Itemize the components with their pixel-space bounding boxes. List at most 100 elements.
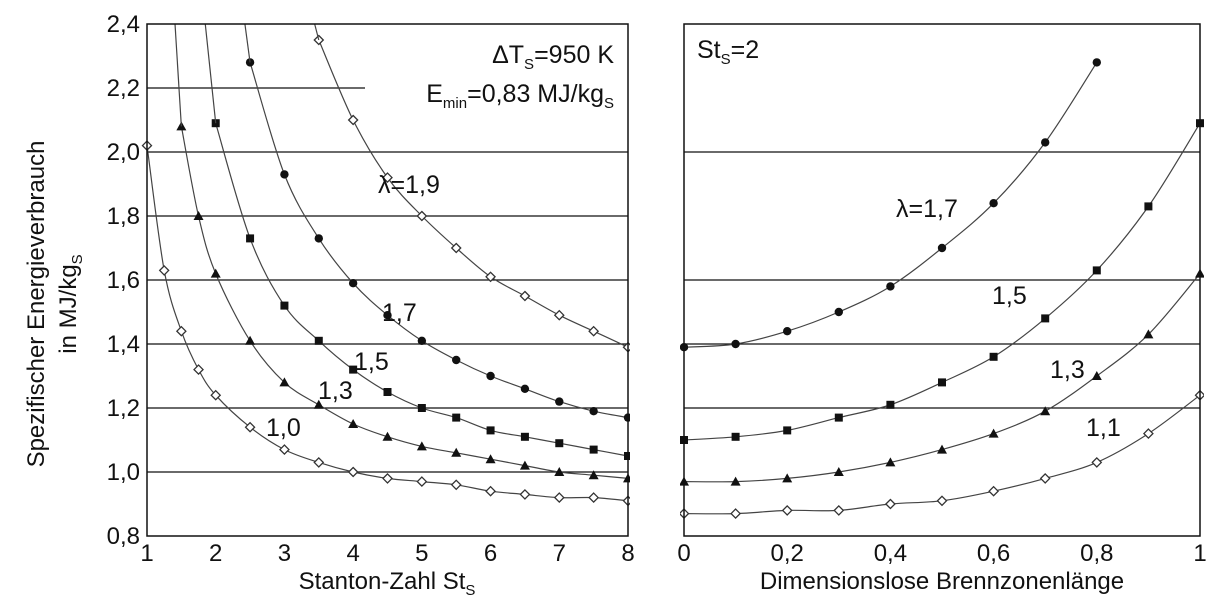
series-1 <box>245 58 630 422</box>
data-point <box>520 432 529 441</box>
series-line <box>683 122 1201 441</box>
data-point <box>730 476 741 486</box>
data-point <box>382 172 393 184</box>
y-axis-label-line1: Spezifischer Energieverbrauch <box>23 141 50 468</box>
data-point <box>452 413 461 422</box>
data-point <box>244 421 256 433</box>
data-point <box>833 504 845 516</box>
data-point <box>519 488 531 500</box>
data-point <box>210 389 222 401</box>
data-point <box>314 336 323 345</box>
right-panel: 0 0,2 0,4 0,6 0,8 1 Dimensionslose Brennzonen… <box>677 23 1207 595</box>
right-grid-lines <box>684 151 1200 409</box>
data-point <box>886 400 895 409</box>
data-point <box>279 444 290 456</box>
x-tick-label: 6 <box>484 540 497 567</box>
series-line <box>683 62 1098 348</box>
data-point <box>555 439 564 448</box>
data-point <box>555 397 564 406</box>
right-curve-label-17: λ=1,7 <box>896 195 958 223</box>
data-point <box>589 407 598 416</box>
data-point <box>885 457 896 467</box>
left-curve-label-17: 1,7 <box>382 299 417 327</box>
x-tick-label: 2 <box>209 540 222 567</box>
right-x-axis-label: Dimensionslose Brennzonenlänge <box>760 568 1124 595</box>
y-tick-label: 0,8 <box>107 523 140 550</box>
curve-extension <box>244 24 251 63</box>
right-curve-label-11: 1,1 <box>1086 414 1121 442</box>
y-axis-label-line2: in MJ/kgS <box>55 254 86 353</box>
data-point <box>383 311 392 320</box>
annotation-e-min: Emin=0,83 MJ/kgS <box>426 80 614 112</box>
data-point <box>833 467 844 476</box>
data-point <box>781 504 793 516</box>
data-point <box>989 352 998 361</box>
data-point <box>553 492 565 504</box>
data-point <box>450 479 462 491</box>
data-point <box>313 456 325 468</box>
data-point <box>280 301 289 310</box>
y-tick-label: 2,0 <box>107 139 140 166</box>
left-series-group <box>141 24 630 507</box>
x-tick-label: 0 <box>677 540 690 567</box>
data-point <box>936 495 948 507</box>
data-point <box>452 355 461 365</box>
data-point <box>1144 202 1153 211</box>
x-tick-label: 7 <box>553 540 566 567</box>
data-point <box>486 426 495 435</box>
data-point <box>834 413 843 422</box>
y-tick-label: 1,0 <box>107 459 140 486</box>
right-curve-label-15: 1,5 <box>992 282 1027 310</box>
data-point <box>938 378 946 387</box>
curve-extension <box>204 24 217 124</box>
data-point <box>416 210 428 222</box>
data-point <box>348 419 359 428</box>
data-point <box>347 466 359 478</box>
annotation-st: StS=2 <box>697 36 759 68</box>
svg-text:Spezifischer Energieverbrauch: Spezifischer Energieverbrauch <box>23 141 50 468</box>
data-point <box>588 492 600 504</box>
data-point <box>1041 138 1050 147</box>
x-tick-label: 8 <box>621 540 634 567</box>
data-point <box>624 452 630 460</box>
data-point <box>210 268 221 278</box>
data-point <box>937 444 947 454</box>
data-point <box>279 377 290 387</box>
x-tick-label: 0,2 <box>771 540 804 567</box>
data-point <box>589 445 598 454</box>
x-tick-label: 0,8 <box>1080 540 1113 567</box>
data-point <box>1091 371 1102 380</box>
data-point <box>1091 456 1103 468</box>
curve-extension <box>174 24 182 127</box>
right-series-group <box>680 58 1204 520</box>
data-point <box>519 290 531 302</box>
left-x-ticks: 1 2 3 4 5 6 7 8 <box>140 540 634 567</box>
data-point <box>348 279 358 288</box>
data-point <box>417 336 427 345</box>
data-point <box>731 339 740 349</box>
left-panel: 1 2 3 4 5 6 7 8 Stanton-Zahl StS ΔTS=950 K Emin… <box>140 23 635 599</box>
data-point <box>1040 406 1051 416</box>
data-point <box>730 508 742 520</box>
y-axis-ticks: 0,8 1,0 1,2 1,4 1,6 1,8 2,0 2,2 2,4 <box>107 11 140 550</box>
data-point <box>485 454 496 464</box>
x-tick-label: 0,4 <box>874 540 907 567</box>
left-curve-label-13: 1,3 <box>318 377 353 405</box>
data-point <box>588 325 600 337</box>
data-point <box>1041 314 1050 323</box>
data-point <box>347 114 359 126</box>
data-point <box>519 460 530 470</box>
data-point <box>783 426 792 435</box>
data-point <box>937 243 947 253</box>
data-point <box>314 234 323 243</box>
data-point <box>1142 428 1154 440</box>
data-point <box>884 498 896 510</box>
data-point <box>1092 266 1101 275</box>
annotation-delta-t: ΔTS=950 K <box>492 41 614 73</box>
curve-extensions <box>174 24 320 127</box>
data-point <box>245 335 256 345</box>
data-point <box>349 365 358 374</box>
data-point <box>485 271 496 283</box>
data-point <box>193 211 204 220</box>
